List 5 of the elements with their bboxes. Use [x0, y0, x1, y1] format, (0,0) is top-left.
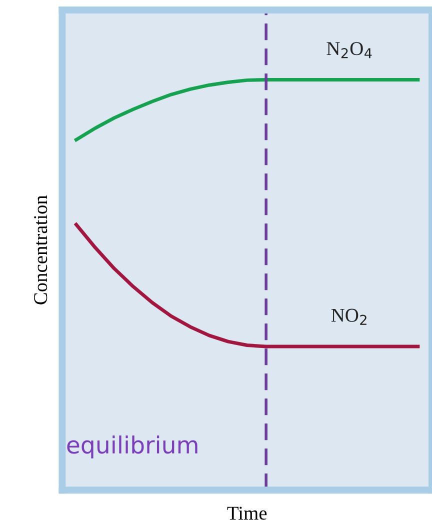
series-label: N$_{2}$O$_{4}$	[326, 42, 372, 58]
y-axis-title: Concentration	[34, 195, 48, 304]
annotation: equilibrium	[67, 435, 198, 458]
x-axis-title: Time	[227, 506, 267, 520]
series-label: NO$_{2}$	[331, 308, 366, 325]
